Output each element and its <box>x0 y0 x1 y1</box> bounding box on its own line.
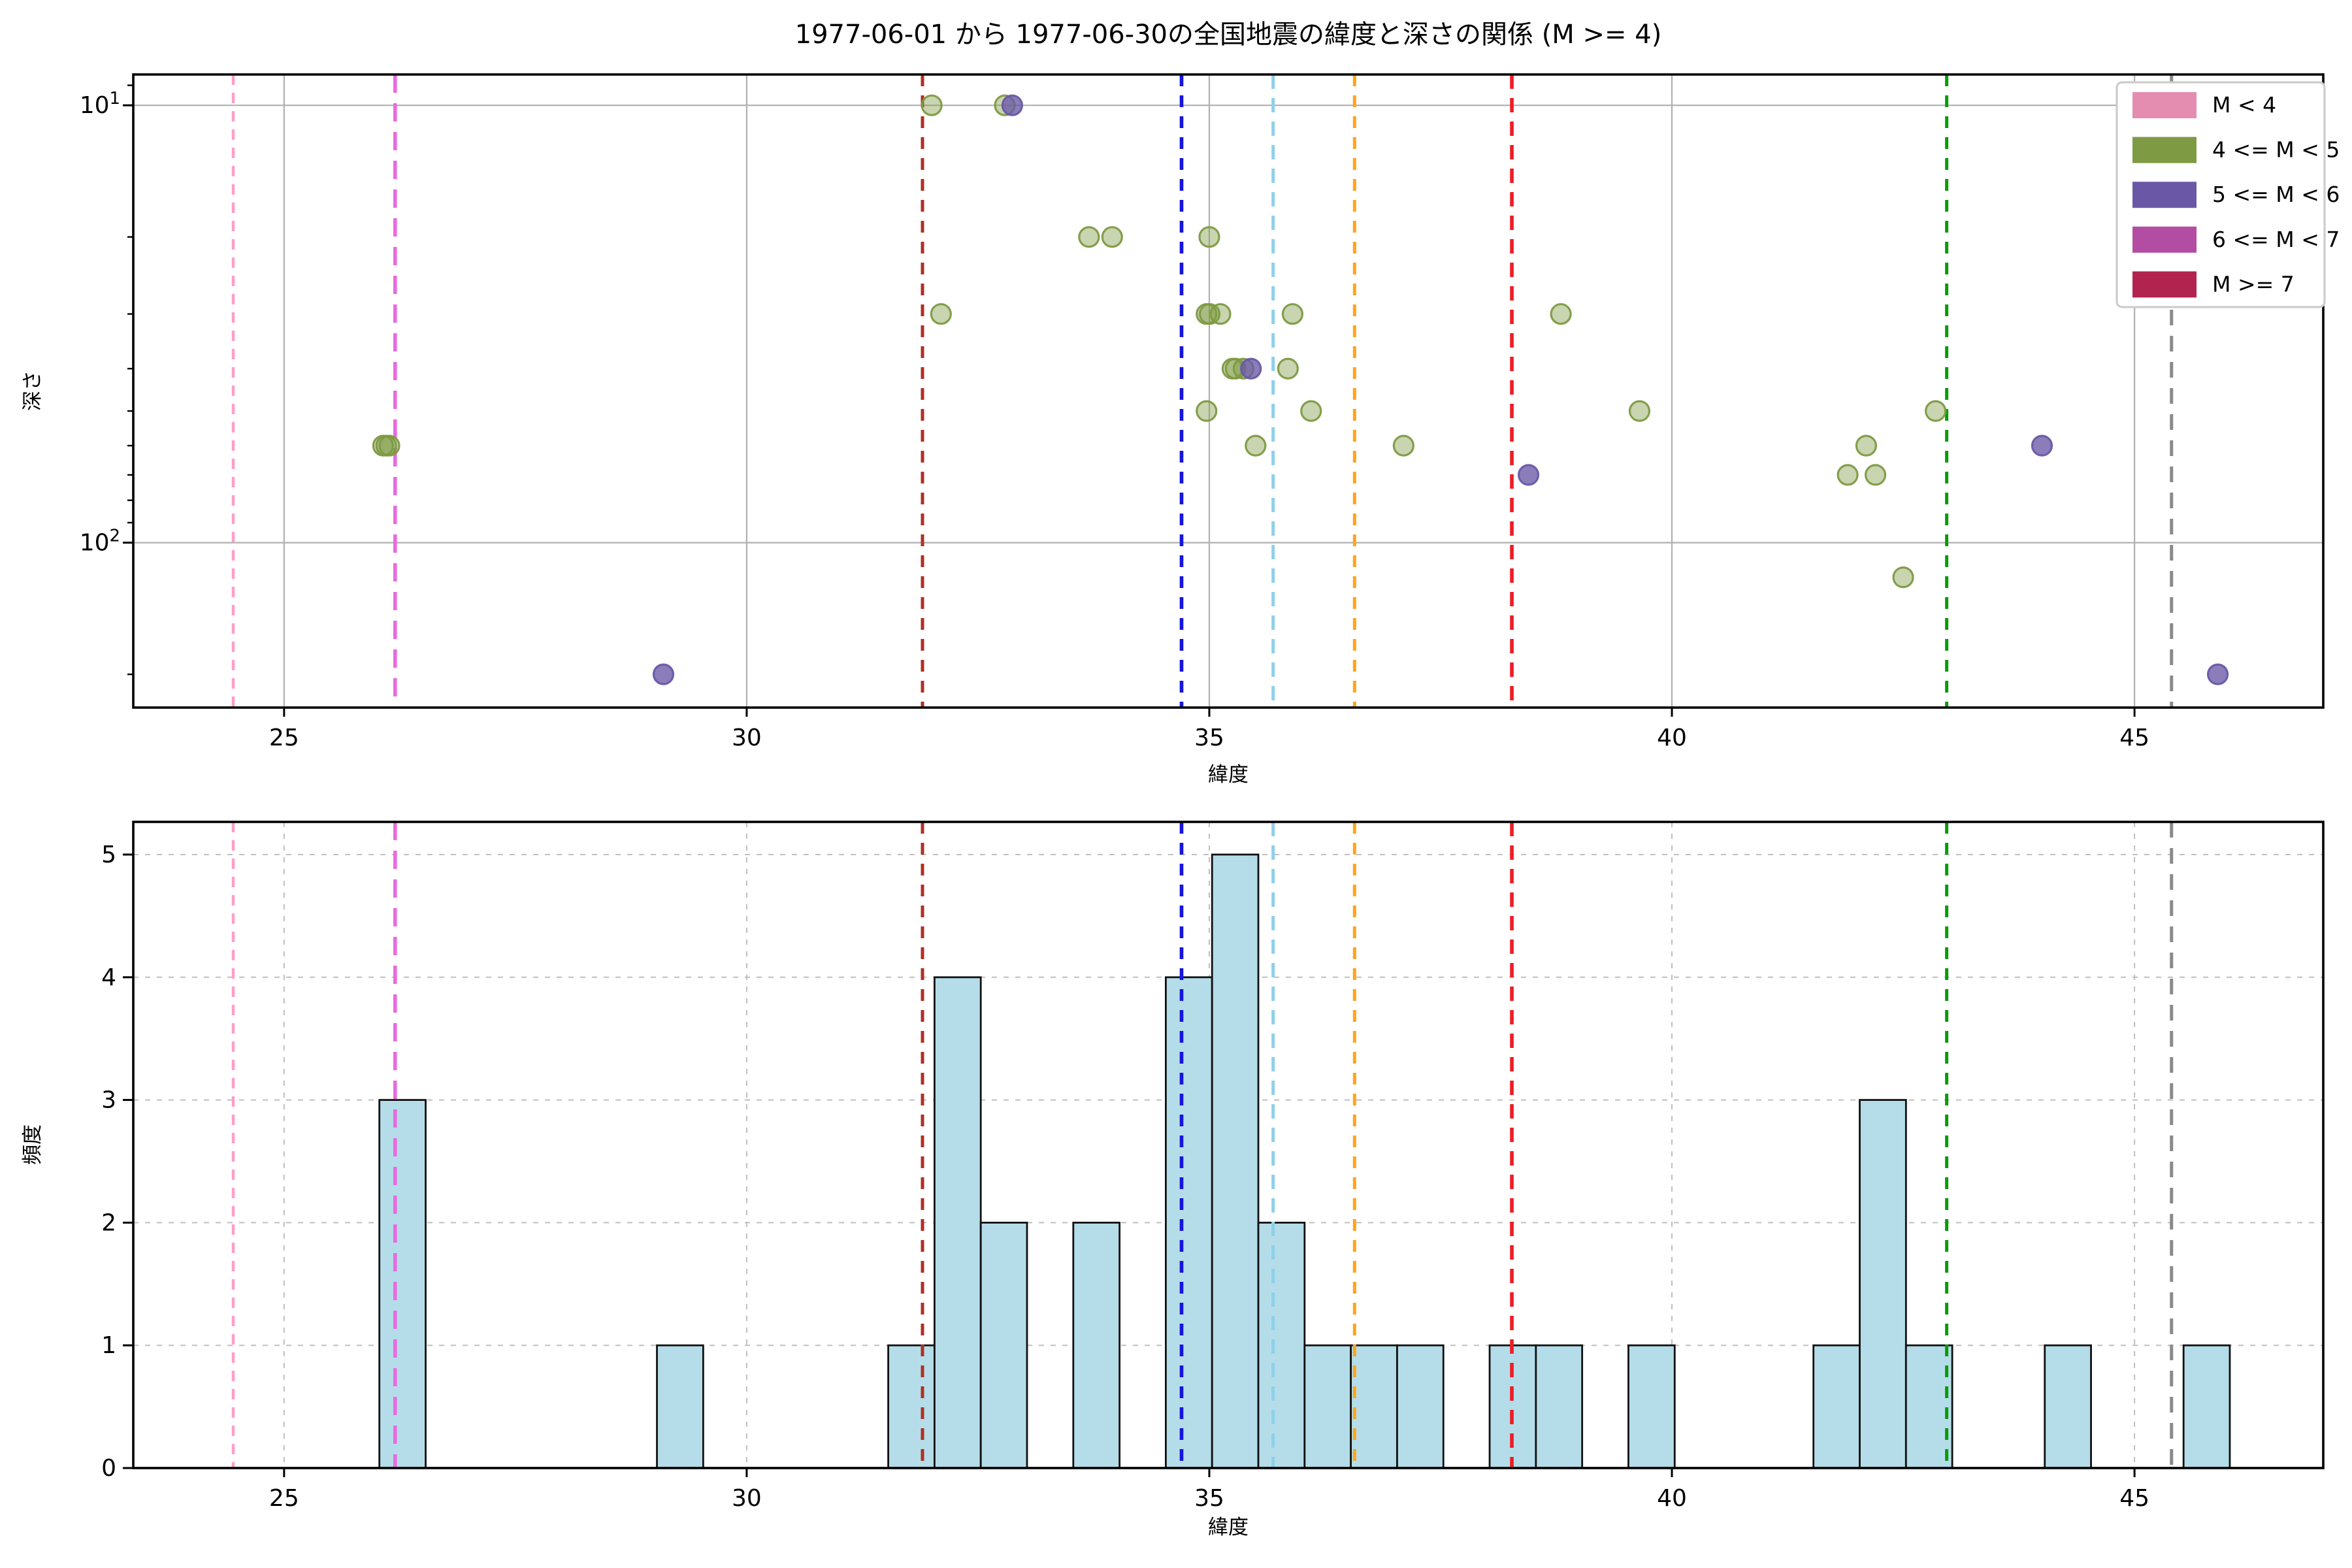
scatter-point <box>1277 357 1299 380</box>
histogram-bar <box>378 1099 427 1469</box>
x-tick-label: 25 <box>269 1485 299 1512</box>
histogram-bar <box>1859 1099 1907 1469</box>
histogram-bar <box>1072 1222 1121 1469</box>
y-tick-label: 3 <box>101 1087 116 1114</box>
histogram-bar <box>1396 1344 1445 1469</box>
x-tick-label: 40 <box>1657 725 1687 751</box>
scatter-point <box>1550 302 1572 325</box>
legend-swatch-2 <box>2132 137 2197 163</box>
scatter-point <box>378 434 400 457</box>
scatter-point <box>1001 94 1023 116</box>
y-tick-label: 101 <box>80 89 120 119</box>
top-plot-frame <box>132 73 2325 709</box>
scatter-point <box>1245 434 1267 457</box>
scatter-point <box>1078 226 1100 248</box>
scatter-point <box>930 302 952 325</box>
histogram-bar <box>1303 1344 1352 1469</box>
bottom-ylabel-frequency: 頻度 <box>21 1124 44 1165</box>
y-tick-label: 102 <box>80 527 120 557</box>
histogram-bar <box>2182 1344 2231 1469</box>
x-tick-label: 30 <box>732 1485 762 1512</box>
scatter-point <box>652 663 675 685</box>
scatter-point <box>1517 464 1540 486</box>
scatter-point <box>1198 226 1220 248</box>
y-tick-label: 1 <box>101 1332 116 1359</box>
histogram-bar <box>933 976 982 1469</box>
x-tick-label: 35 <box>1194 725 1224 751</box>
x-tick-label: 45 <box>2119 725 2149 751</box>
legend-label-2: 4 <= M < 5 <box>2212 137 2340 163</box>
histogram-bar <box>1627 1344 1676 1469</box>
chart-title: 1977-06-01 から 1977-06-30の全国地震の緯度と深さの関係 (… <box>795 20 1662 50</box>
histogram-bar <box>887 1344 936 1469</box>
scatter-point <box>1392 434 1414 457</box>
bottom-xlabel-latitude: 緯度 <box>1208 1516 1249 1539</box>
legend-label-1: M < 4 <box>2212 92 2276 118</box>
scatter-point <box>1196 400 1218 422</box>
scatter-point <box>1240 357 1262 380</box>
legend-swatch-1 <box>2132 92 2197 118</box>
legend-swatch-4 <box>2132 226 2197 253</box>
legend-swatch-5 <box>2132 271 2197 298</box>
histogram-bar <box>2044 1344 2092 1469</box>
scatter-point <box>1101 226 1123 248</box>
scatter-point <box>1855 434 1878 457</box>
y-tick-label: 4 <box>101 964 116 991</box>
histogram-bar <box>1535 1344 1584 1469</box>
legend-label-3: 5 <= M < 6 <box>2212 182 2340 207</box>
scatter-point <box>2031 434 2053 457</box>
bottom-plot-frame <box>132 821 2325 1469</box>
scatter-point <box>1628 400 1651 422</box>
histogram-bar <box>1257 1222 1306 1469</box>
histogram-bar <box>1350 1344 1398 1469</box>
top-ylabel-depth: 深さ <box>21 370 44 411</box>
y-tick-label: 2 <box>101 1209 116 1236</box>
histogram-bar <box>979 1222 1028 1469</box>
histogram-bar <box>1165 976 1213 1469</box>
histogram-bar <box>1812 1344 1861 1469</box>
y-tick-label: 0 <box>101 1455 116 1482</box>
scatter-point <box>1925 400 1947 422</box>
scatter-point <box>1209 302 1232 325</box>
scatter-point <box>921 94 943 116</box>
legend-label-5: M >= 7 <box>2212 271 2295 297</box>
scatter-point <box>1892 566 1914 589</box>
y-tick-label: 5 <box>101 841 116 868</box>
x-tick-label: 35 <box>1194 1485 1224 1512</box>
x-tick-label: 30 <box>732 725 762 751</box>
scatter-point <box>1300 400 1322 422</box>
histogram-bar <box>1211 853 1260 1469</box>
scatter-point <box>1837 464 1859 486</box>
x-tick-label: 25 <box>269 725 299 751</box>
legend-swatch-3 <box>2132 182 2197 208</box>
scatter-point <box>2206 663 2229 685</box>
x-tick-label: 40 <box>1657 1485 1687 1512</box>
legend-label-4: 6 <= M < 7 <box>2212 227 2340 252</box>
x-tick-label: 45 <box>2119 1485 2149 1512</box>
histogram-bar <box>656 1344 704 1469</box>
top-xlabel-latitude: 緯度 <box>1208 763 1249 787</box>
scatter-point <box>1281 302 1304 325</box>
scatter-point <box>1864 464 1887 486</box>
